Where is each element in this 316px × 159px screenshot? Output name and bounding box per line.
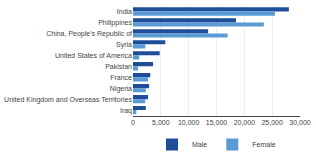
svg-text:Nigeria: Nigeria [110,85,132,93]
svg-text:Pakistan: Pakistan [105,63,132,70]
svg-text:20,000: 20,000 [234,119,256,126]
svg-text:United States of America: United States of America [55,52,132,59]
svg-text:Female: Female [252,141,275,148]
svg-text:25,000: 25,000 [261,119,283,126]
svg-text:Syria: Syria [116,41,132,49]
svg-text:Iraq: Iraq [120,107,132,115]
svg-text:France: France [110,74,132,81]
svg-text:China, People's Republic of: China, People's Republic of [46,30,132,38]
svg-text:5,000: 5,000 [152,119,170,126]
svg-text:Philippines: Philippines [98,19,132,27]
svg-text:15,000: 15,000 [206,119,228,126]
svg-text:0: 0 [131,119,135,126]
svg-text:India: India [117,8,132,15]
svg-text:United Kingdom and Overseas Te: United Kingdom and Overseas Territories [4,96,132,104]
svg-text:Male: Male [192,141,207,148]
svg-text:10,000: 10,000 [178,119,200,126]
svg-text:30,000: 30,000 [289,119,311,126]
